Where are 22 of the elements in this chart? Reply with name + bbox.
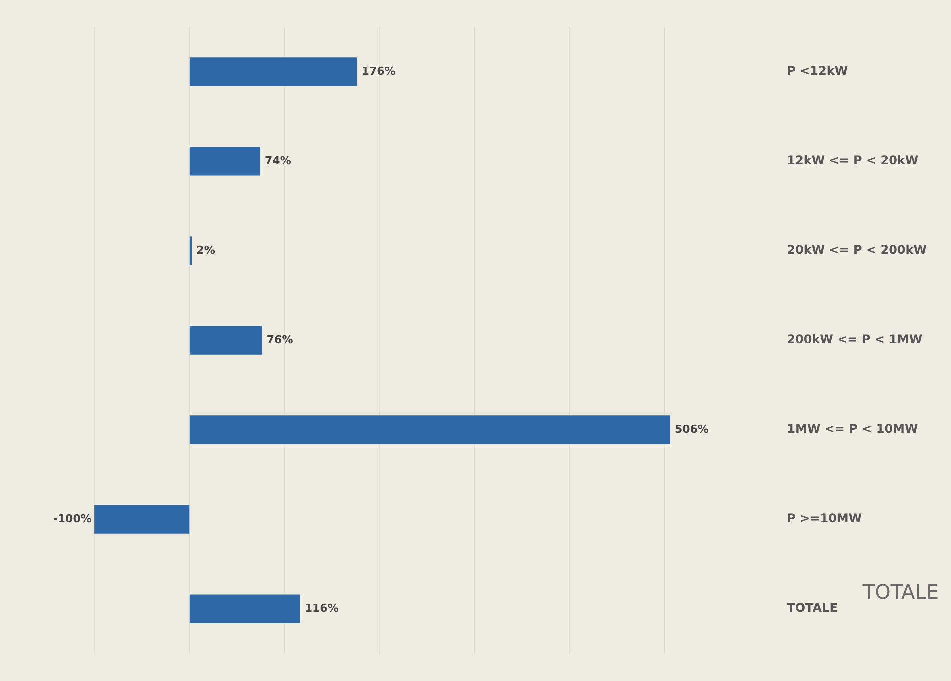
y-tick-label: 200kW <= P < 1MW	[787, 332, 923, 347]
data-label: 76%	[266, 333, 294, 346]
bar	[190, 416, 670, 444]
bar	[94, 505, 190, 534]
bar	[190, 236, 192, 266]
data-label: 176%	[362, 64, 396, 78]
y-tick-label: 20kW <= P < 200kW	[787, 243, 928, 258]
text: TOTALE	[862, 580, 939, 604]
data-label: 74%	[265, 154, 292, 168]
y-tick-label: 12kW <= P < 20kW	[787, 154, 919, 168]
bar	[190, 594, 300, 624]
data-label: 2%	[196, 244, 216, 257]
data-label: 116%	[304, 602, 339, 615]
y-tick-label: 1MW <= P < 10MW	[787, 422, 918, 436]
bar	[190, 147, 260, 176]
y-tick-label: P <12kW	[787, 64, 848, 78]
y-tick-label: TOTALE	[787, 601, 838, 616]
data-label: -100%	[53, 512, 92, 526]
y-tick-label: P >=10MW	[787, 512, 862, 526]
data-label: 506%	[674, 422, 709, 436]
bar	[190, 58, 358, 86]
bar	[190, 326, 262, 355]
